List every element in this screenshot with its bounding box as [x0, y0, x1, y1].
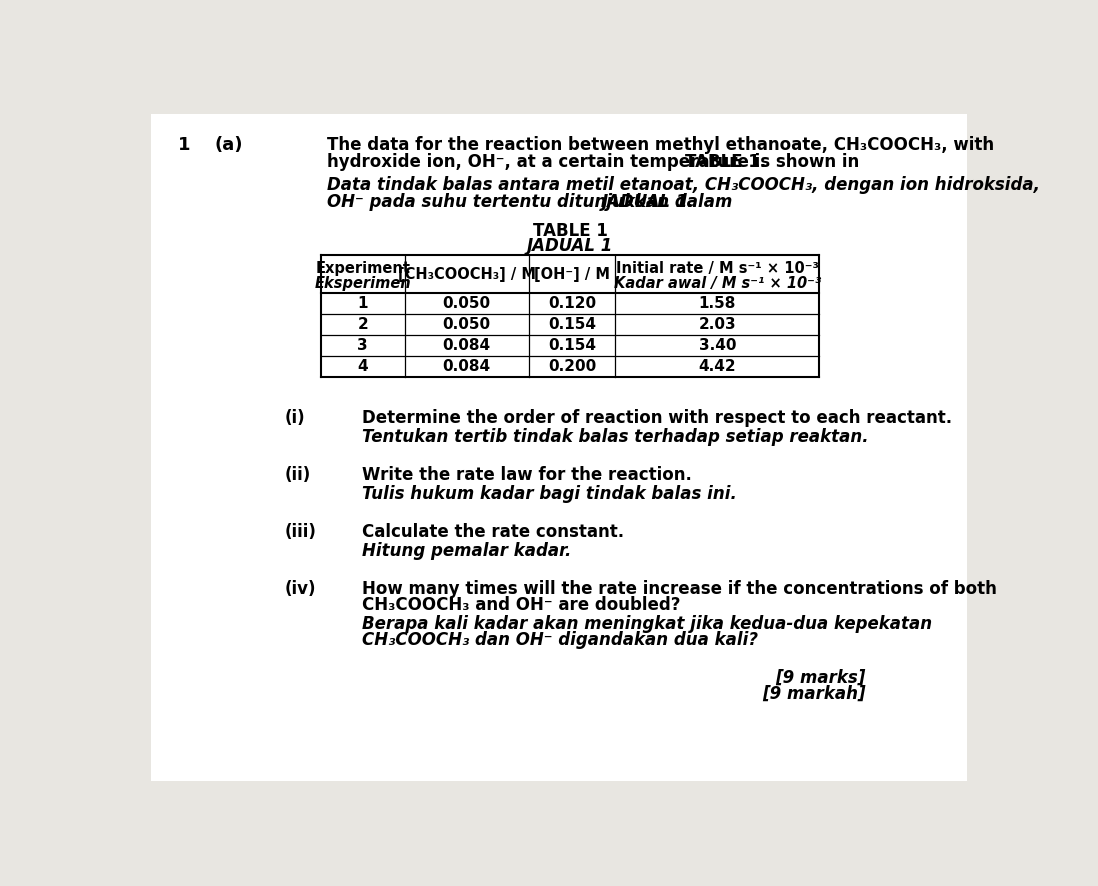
Text: [CH₃COOCH₃] / M: [CH₃COOCH₃] / M	[397, 267, 536, 282]
Text: (a): (a)	[215, 136, 244, 153]
Text: 2.03: 2.03	[698, 317, 736, 332]
Text: 3: 3	[358, 338, 368, 353]
Text: 0.120: 0.120	[548, 296, 596, 311]
Text: TABLE 1.: TABLE 1.	[685, 152, 766, 170]
Text: CH₃COOCH₃ dan OH⁻ digandakan dua kali?: CH₃COOCH₃ dan OH⁻ digandakan dua kali?	[362, 632, 758, 649]
Text: [9 markah]: [9 markah]	[762, 685, 865, 703]
Text: hydroxide ion, OH⁻, at a certain temperature is shown in: hydroxide ion, OH⁻, at a certain tempera…	[327, 152, 865, 170]
Text: Determine the order of reaction with respect to each reactant.: Determine the order of reaction with res…	[362, 409, 952, 427]
Text: 3.40: 3.40	[698, 338, 736, 353]
Text: How many times will the rate increase if the concentrations of both: How many times will the rate increase if…	[362, 579, 997, 598]
Text: JADUAL 1: JADUAL 1	[527, 237, 614, 255]
Text: Data tindak balas antara metil etanoat, CH₃COOCH₃, dengan ion hidroksida,: Data tindak balas antara metil etanoat, …	[327, 175, 1040, 194]
Text: 2: 2	[358, 317, 368, 332]
Text: 4.42: 4.42	[698, 359, 736, 374]
Text: [9 marks]: [9 marks]	[775, 669, 865, 688]
Text: Tulis hukum kadar bagi tindak balas ini.: Tulis hukum kadar bagi tindak balas ini.	[362, 486, 737, 503]
Text: Experiment: Experiment	[315, 261, 411, 276]
Text: 0.050: 0.050	[442, 296, 491, 311]
Text: (i): (i)	[284, 409, 305, 427]
FancyBboxPatch shape	[152, 114, 966, 781]
Text: [OH⁻] / M: [OH⁻] / M	[534, 267, 610, 282]
Text: 4: 4	[358, 359, 368, 374]
Text: (ii): (ii)	[284, 466, 311, 484]
Text: Tentukan tertib tindak balas terhadap setiap reaktan.: Tentukan tertib tindak balas terhadap se…	[362, 428, 869, 447]
Text: Kadar awal / M s⁻¹ × 10⁻³: Kadar awal / M s⁻¹ × 10⁻³	[614, 276, 821, 291]
Text: CH₃COOCH₃ and OH⁻ are doubled?: CH₃COOCH₃ and OH⁻ are doubled?	[362, 596, 681, 614]
Text: (iv): (iv)	[284, 579, 316, 598]
Text: Hitung pemalar kadar.: Hitung pemalar kadar.	[362, 542, 571, 560]
Text: 0.084: 0.084	[442, 338, 491, 353]
Text: The data for the reaction between methyl ethanoate, CH₃COOCH₃, with: The data for the reaction between methyl…	[327, 136, 995, 153]
Text: OH⁻ pada suhu tertentu ditunjukkan dalam: OH⁻ pada suhu tertentu ditunjukkan dalam	[327, 192, 738, 211]
Text: 1: 1	[178, 136, 190, 153]
Text: Initial rate / M s⁻¹ × 10⁻³: Initial rate / M s⁻¹ × 10⁻³	[616, 261, 819, 276]
Text: 0.154: 0.154	[548, 317, 596, 332]
Text: 1.58: 1.58	[698, 296, 736, 311]
Text: Calculate the rate constant.: Calculate the rate constant.	[362, 523, 624, 540]
Text: 0.154: 0.154	[548, 338, 596, 353]
Text: JADUAL 1.: JADUAL 1.	[602, 192, 695, 211]
Text: Write the rate law for the reaction.: Write the rate law for the reaction.	[362, 466, 692, 484]
Text: Berapa kali kadar akan meningkat jika kedua-dua kepekatan: Berapa kali kadar akan meningkat jika ke…	[362, 615, 932, 633]
Text: 1: 1	[358, 296, 368, 311]
Text: Eksperimen: Eksperimen	[314, 276, 411, 291]
Text: TABLE 1: TABLE 1	[533, 222, 607, 240]
Text: (iii): (iii)	[284, 523, 316, 540]
Text: 0.050: 0.050	[442, 317, 491, 332]
Text: 0.200: 0.200	[548, 359, 596, 374]
Text: 0.084: 0.084	[442, 359, 491, 374]
